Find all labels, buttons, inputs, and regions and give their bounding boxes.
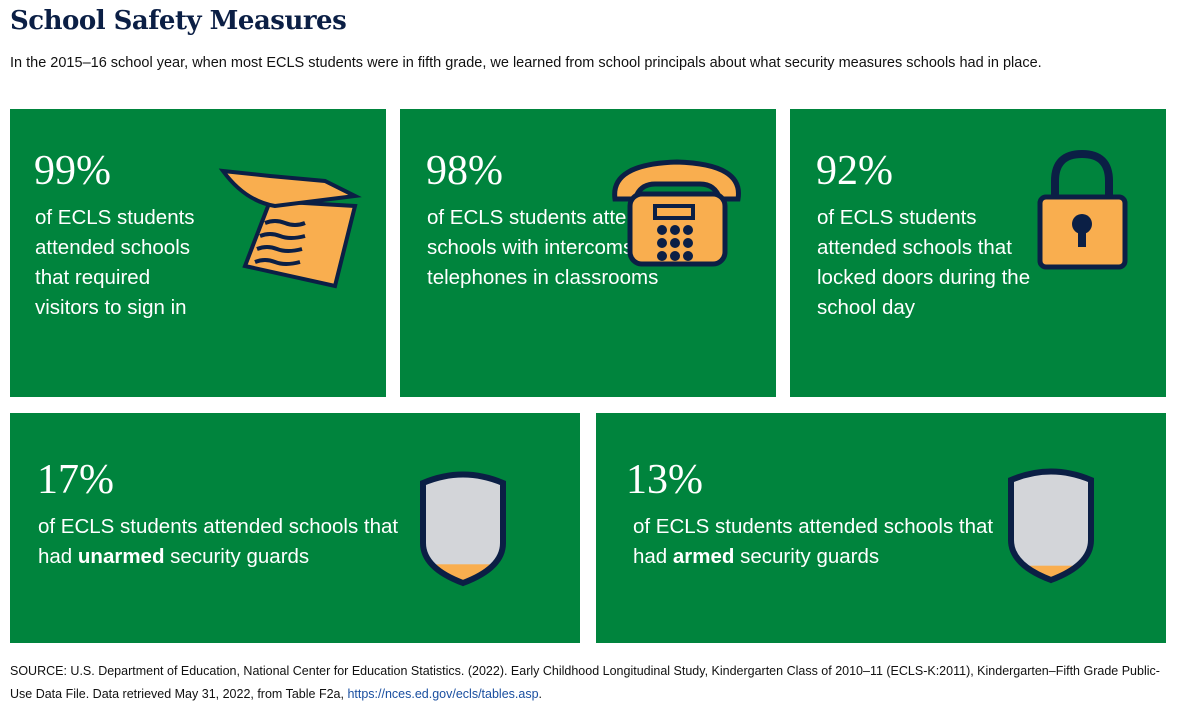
notepad-icon	[218, 168, 362, 289]
percentage: 99%	[34, 148, 111, 194]
card-text: of ECLS students attended schools that r…	[35, 206, 195, 319]
telephone-icon	[612, 159, 741, 267]
card-text: of ECLS students attended schools that h…	[633, 512, 1003, 572]
card-text: of ECLS students attended schools with i…	[427, 206, 673, 289]
text: security guards	[164, 545, 310, 568]
card-unarmed-guards: 17% of ECLS students attended schools th…	[10, 413, 580, 643]
percentage: 13%	[626, 457, 703, 503]
padlock-icon	[1037, 149, 1128, 270]
card-text: of ECLS students attended schools that l…	[817, 206, 1031, 319]
card-text: of ECLS students attended schools that h…	[38, 512, 408, 572]
card-locked-doors: 92% of ECLS students attended schools th…	[790, 109, 1166, 397]
bold-text: armed	[672, 545, 735, 568]
text: of ECLS students attended schools that h…	[633, 515, 994, 568]
text: of ECLS students attended schools that h…	[38, 515, 399, 568]
source-link[interactable]: https://nces.ed.gov/ecls/tables.asp	[347, 687, 539, 701]
card-visitor-sign-in: 99% of ECLS students attended schools th…	[10, 109, 386, 397]
percentage: 98%	[426, 148, 503, 194]
text: security guards	[734, 545, 880, 568]
percentage: 92%	[816, 148, 893, 194]
subtitle: In the 2015–16 school year, when most EC…	[10, 55, 1042, 71]
source-text: SOURCE: U.S. Department of Education, Na…	[10, 664, 1160, 701]
card-intercoms: 98% of ECLS students attended schools wi…	[400, 109, 776, 397]
bold-text: unarmed	[77, 545, 165, 568]
card-armed-guards: 13% of ECLS students attended schools th…	[596, 413, 1166, 643]
shield-icon	[420, 471, 506, 587]
source-end: .	[538, 687, 543, 701]
percentage: 17%	[37, 457, 114, 503]
shield-icon	[1008, 468, 1094, 584]
source-note: SOURCE: U.S. Department of Education, Na…	[10, 660, 1175, 706]
page-title: School Safety Measures	[10, 6, 347, 36]
